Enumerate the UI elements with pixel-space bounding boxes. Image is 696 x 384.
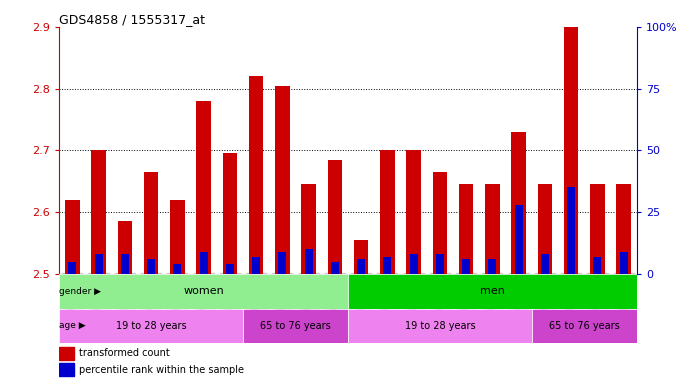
Bar bbox=[301, 184, 316, 274]
Bar bbox=[147, 259, 155, 274]
Text: age ▶: age ▶ bbox=[59, 321, 86, 330]
Text: transformed count: transformed count bbox=[79, 348, 170, 359]
Bar bbox=[436, 254, 444, 274]
Text: percentile rank within the sample: percentile rank within the sample bbox=[79, 365, 244, 375]
Bar bbox=[118, 222, 132, 274]
Text: women: women bbox=[183, 286, 224, 296]
Bar bbox=[91, 151, 106, 274]
Bar bbox=[594, 257, 601, 274]
Bar bbox=[485, 184, 500, 274]
Bar bbox=[328, 160, 342, 274]
Bar bbox=[590, 184, 605, 274]
Bar bbox=[144, 172, 158, 274]
Bar bbox=[59, 364, 74, 376]
Bar bbox=[489, 259, 496, 274]
Bar bbox=[512, 132, 526, 274]
Text: gender ▶: gender ▶ bbox=[59, 287, 102, 296]
Bar bbox=[567, 187, 575, 274]
Bar bbox=[173, 264, 181, 274]
Bar bbox=[459, 184, 473, 274]
Bar bbox=[541, 254, 549, 274]
Bar bbox=[462, 259, 470, 274]
Bar bbox=[348, 274, 637, 308]
Bar bbox=[305, 249, 313, 274]
Text: 19 to 28 years: 19 to 28 years bbox=[116, 321, 187, 331]
Bar bbox=[617, 184, 631, 274]
Bar bbox=[278, 252, 286, 274]
Bar bbox=[383, 257, 391, 274]
Bar bbox=[410, 254, 418, 274]
Bar bbox=[354, 240, 368, 274]
Bar bbox=[200, 252, 207, 274]
Bar bbox=[538, 184, 552, 274]
Text: 65 to 76 years: 65 to 76 years bbox=[549, 321, 619, 331]
Bar bbox=[65, 200, 79, 274]
Bar bbox=[331, 262, 339, 274]
Bar bbox=[515, 205, 523, 274]
Bar bbox=[95, 254, 102, 274]
Bar bbox=[348, 308, 532, 343]
Bar bbox=[406, 151, 421, 274]
Bar bbox=[619, 252, 628, 274]
Bar bbox=[226, 264, 234, 274]
Text: 65 to 76 years: 65 to 76 years bbox=[260, 321, 331, 331]
Bar bbox=[249, 76, 263, 274]
Text: men: men bbox=[480, 286, 505, 296]
Bar bbox=[380, 151, 395, 274]
Bar bbox=[59, 347, 74, 360]
Text: GDS4858 / 1555317_at: GDS4858 / 1555317_at bbox=[59, 13, 205, 26]
Bar bbox=[433, 172, 447, 274]
Bar bbox=[68, 262, 77, 274]
Bar bbox=[564, 27, 578, 274]
Bar bbox=[196, 101, 211, 274]
Bar bbox=[59, 308, 243, 343]
Bar bbox=[243, 308, 348, 343]
Bar bbox=[532, 308, 637, 343]
Bar bbox=[59, 274, 348, 308]
Bar bbox=[121, 254, 129, 274]
Bar bbox=[170, 200, 184, 274]
Bar bbox=[252, 257, 260, 274]
Bar bbox=[357, 259, 365, 274]
Text: 19 to 28 years: 19 to 28 years bbox=[404, 321, 475, 331]
Bar bbox=[223, 154, 237, 274]
Bar bbox=[275, 86, 290, 274]
